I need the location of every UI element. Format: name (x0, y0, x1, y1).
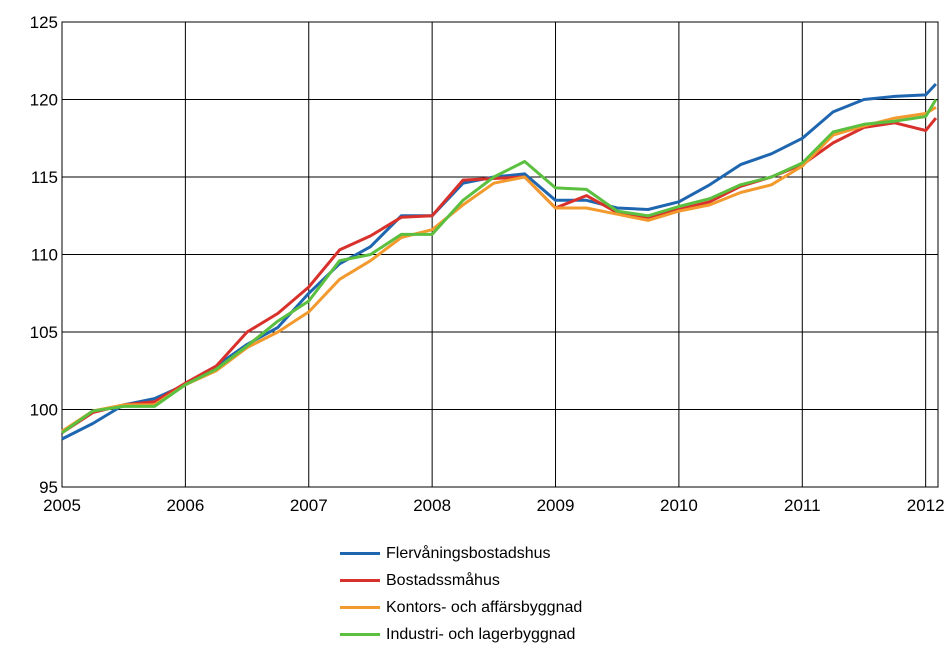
legend-swatch (340, 552, 380, 555)
legend-item: Flervåningsbostadshus (340, 540, 582, 567)
y-tick-label: 105 (30, 323, 58, 342)
y-tick-label: 115 (31, 168, 58, 187)
y-tick-label: 110 (31, 246, 58, 265)
legend-label: Bostadssmåhus (386, 571, 500, 589)
legend-swatch (340, 579, 380, 582)
y-tick-label: 120 (30, 91, 58, 110)
x-tick-label: 2012 (907, 496, 945, 515)
x-tick-label: 2008 (413, 496, 451, 515)
legend-swatch (340, 633, 380, 636)
chart-grid (61, 21, 939, 488)
plot-border (61, 21, 939, 488)
y-axis-ticks: 95 100 105 110 115 120 125 (30, 13, 58, 497)
legend-label: Kontors- och affärsbyggnad (386, 598, 583, 616)
y-tick-label: 95 (39, 478, 58, 497)
chart-series (61, 82, 938, 441)
series-line-2 (61, 106, 937, 433)
legend-item: Bostadssmåhus (340, 567, 582, 594)
x-tick-label: 2009 (537, 496, 575, 515)
y-tick-label: 100 (30, 401, 58, 420)
series-line-0 (61, 82, 937, 441)
legend-item: Industri- och lagerbyggnad (340, 621, 582, 648)
legend-label: Industri- och lagerbyggnad (386, 625, 576, 643)
series-line-3 (61, 98, 938, 435)
legend-swatch (340, 606, 380, 609)
x-tick-label: 2005 (43, 496, 81, 515)
x-tick-label: 2011 (784, 496, 821, 515)
x-axis-ticks: 2005 2006 2007 2008 2009 2010 2011 2012 (43, 496, 944, 515)
x-tick-label: 2010 (660, 496, 698, 515)
chart-legend: Flervåningsbostadshus Bostadssmåhus Kontor… (340, 540, 582, 648)
x-tick-label: 2007 (290, 496, 328, 515)
legend-label: Flervåningsbostadshus (386, 544, 551, 562)
x-tick-label: 2006 (166, 496, 204, 515)
legend-item: Kontors- och affärsbyggnad (340, 594, 582, 621)
y-tick-label: 125 (30, 13, 58, 32)
